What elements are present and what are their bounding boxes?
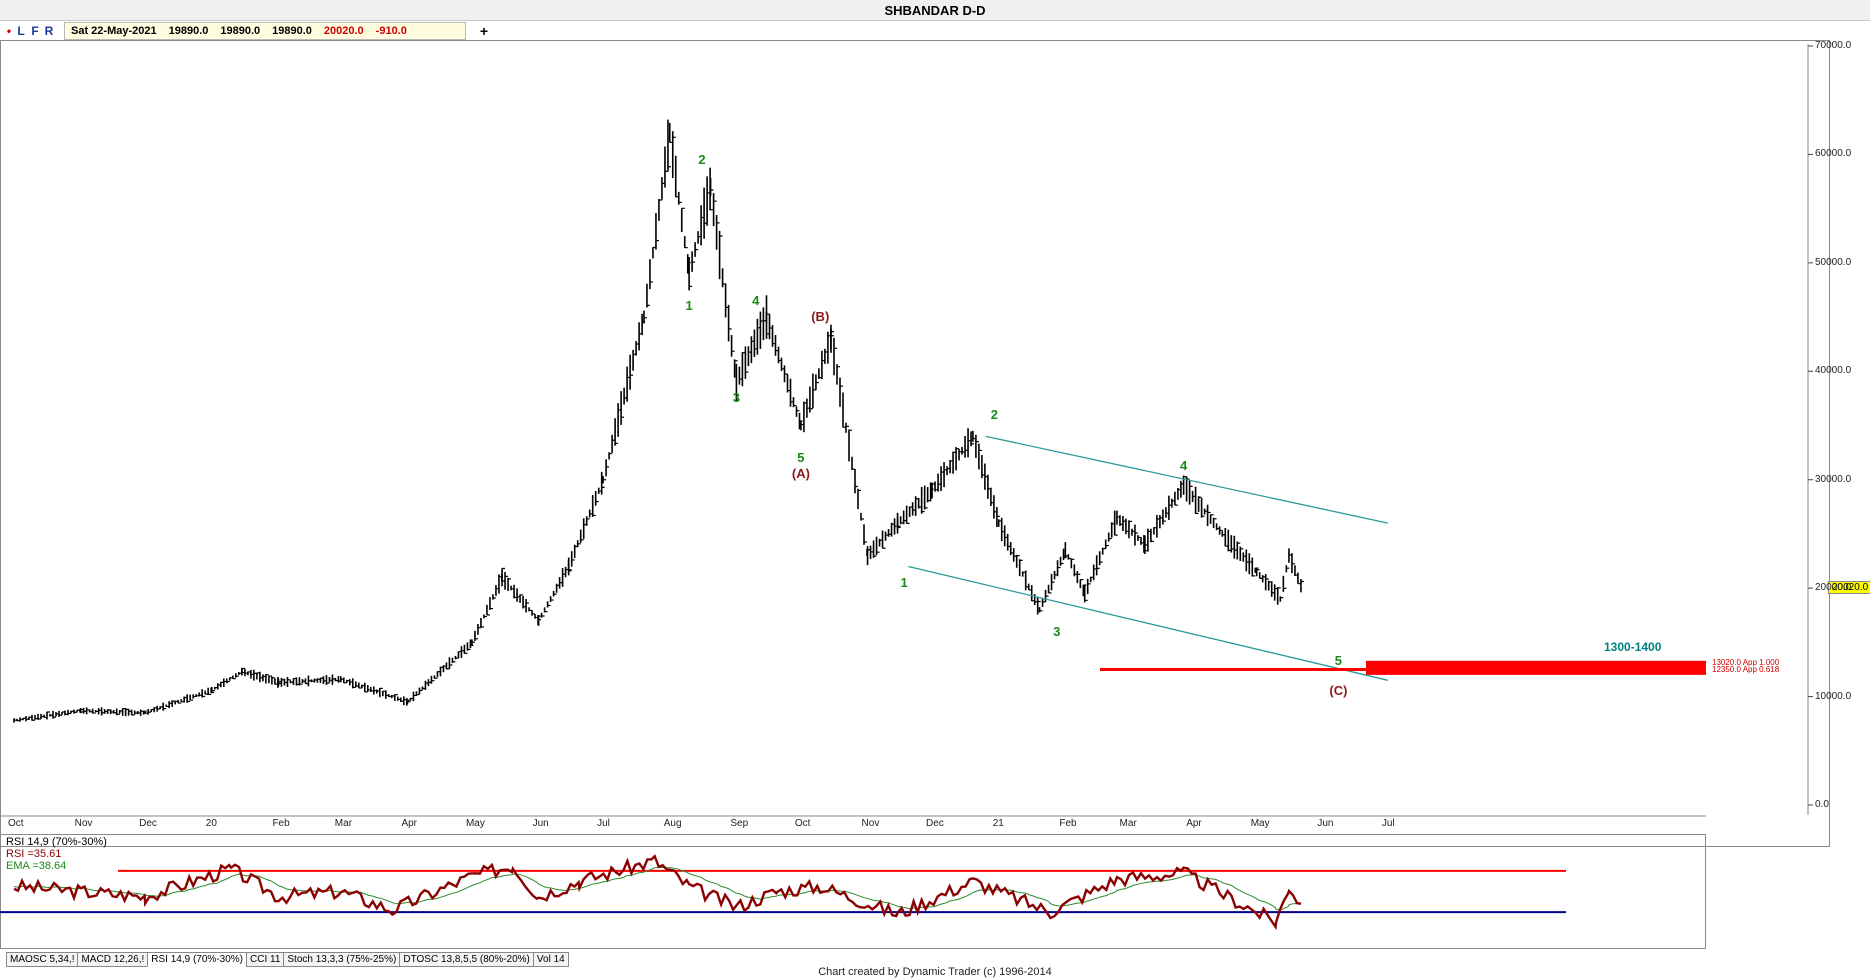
title-bar: SHBANDAR D-D xyxy=(0,0,1870,21)
bar-change: -910.0 xyxy=(375,25,407,37)
tab-rsi[interactable]: RSI 14,9 (70%-30%) xyxy=(147,952,247,967)
rsi-value-row: RSI =35.61 xyxy=(6,848,107,860)
x-tick-label: Oct xyxy=(794,818,811,829)
wave-label: 2 xyxy=(990,406,999,422)
rsi-value: 35.61 xyxy=(33,848,62,860)
indicator-tabs: MAOSC 5,34,! MACD 12,26,! RSI 14,9 (70%-… xyxy=(6,952,569,967)
x-tick-label: Jul xyxy=(1381,818,1395,829)
ema-value: 38.64 xyxy=(38,860,67,872)
tab-macd[interactable]: MACD 12,26,! xyxy=(77,952,149,967)
add-button[interactable]: + xyxy=(479,23,489,39)
wave-label: 4 xyxy=(752,292,760,308)
tab-cci[interactable]: CCI 11 xyxy=(246,952,285,967)
toolbar-button-r[interactable]: R xyxy=(44,24,54,38)
x-tick-label: Feb xyxy=(272,818,290,829)
toolbar-button-l[interactable]: L xyxy=(17,24,25,38)
bar-date: Sat 22-May-2021 xyxy=(71,25,157,37)
wave-label: 2 xyxy=(698,151,706,167)
bar-high: 19890.0 xyxy=(220,25,261,37)
ema-value-label: EMA = xyxy=(6,860,39,872)
tab-stoch[interactable]: Stoch 13,3,3 (75%-25%) xyxy=(283,952,401,967)
wave-label: 5 xyxy=(1334,652,1343,668)
x-tick-label: Feb xyxy=(1059,818,1077,829)
channel-upper-line xyxy=(985,435,1388,524)
price-bars xyxy=(13,119,1304,723)
wave-label: 1 xyxy=(685,298,693,314)
y-tick-label: 70000.0 xyxy=(1815,40,1852,51)
channel-lower-line xyxy=(908,565,1389,681)
x-tick-label: Mar xyxy=(1119,818,1137,829)
price-pane-frame xyxy=(0,40,1830,847)
wave-label: 1 xyxy=(900,574,908,590)
close-chart-icon[interactable]: • xyxy=(6,24,12,38)
x-tick-label: Mar xyxy=(334,818,353,829)
wave-label: 3 xyxy=(1053,623,1061,639)
price-chart[interactable] xyxy=(0,40,1870,850)
y-tick-label: 0.0 xyxy=(1815,799,1829,810)
y-tick-label: 60000.0 xyxy=(1815,148,1852,160)
rsi-value-label: RSI = xyxy=(6,848,34,860)
rsi-line xyxy=(13,854,1302,931)
rsi-legend: RSI 14,9 (70%-30%) RSI =35.61 EMA =38.64 xyxy=(6,836,107,872)
x-tick-label: May xyxy=(465,818,485,829)
wave-label: 3 xyxy=(732,390,741,406)
x-tick-label: Dec xyxy=(926,818,944,829)
ema-value-row: EMA =38.64 xyxy=(6,860,107,872)
x-tick-label: Jul xyxy=(597,818,610,829)
y-tick-label: 10000.0 xyxy=(1815,690,1852,702)
bar-close: 20020.0 xyxy=(323,25,364,37)
y-tick-label: 50000.0 xyxy=(1815,256,1852,268)
rsi-chart xyxy=(0,854,1566,931)
wave-label: (C) xyxy=(1329,683,1348,699)
target-line-label: 12350.0 App 0.618 xyxy=(1712,665,1780,675)
x-tick-label: Jun xyxy=(532,818,549,829)
x-tick-label: Nov xyxy=(74,818,93,829)
y-tick-label: 30000.0 xyxy=(1815,473,1852,485)
y-tick-label: 40000.0 xyxy=(1815,365,1852,377)
wave-label: 5 xyxy=(797,450,805,466)
rsi-indicator-name: RSI 14,9 (70%-30%) xyxy=(6,836,107,848)
x-tick-label: Apr xyxy=(401,818,417,829)
tab-vol[interactable]: Vol 14 xyxy=(532,952,569,967)
x-tick-label: Aug xyxy=(663,818,682,829)
wave-label: (A) xyxy=(791,466,810,482)
rsi-panel[interactable] xyxy=(0,834,1706,949)
target-zone-bar xyxy=(1366,660,1706,675)
tab-maosc[interactable]: MAOSC 5,34,! xyxy=(6,952,79,967)
target-line-label: 13020.0 App 1.000 xyxy=(1712,658,1780,668)
last-price-label: 20020.0 xyxy=(1828,581,1870,594)
tab-dtosc[interactable]: DTOSC 13,8,5,5 (80%-20%) xyxy=(399,952,534,967)
x-tick-label: Apr xyxy=(1186,818,1202,829)
toolbar-button-f[interactable]: F xyxy=(31,24,39,38)
y-tick-label: 20000.0 xyxy=(1815,582,1852,594)
x-tick-label: May xyxy=(1250,818,1270,829)
x-tick-label: 21 xyxy=(992,818,1004,829)
x-tick-label: Oct xyxy=(8,818,24,829)
bar-info-box: Sat 22-May-2021 19890.0 19890.0 19890.0 … xyxy=(64,22,466,40)
x-tick-label: 20 xyxy=(205,818,217,829)
x-tick-label: Nov xyxy=(861,818,880,829)
target-zone-label: 1300-1400 xyxy=(1604,639,1662,654)
chart-toolbar: • L F R Sat 22-May-2021 19890.0 19890.0 … xyxy=(4,22,488,40)
chart-title: SHBANDAR D-D xyxy=(884,3,986,18)
x-tick-label: Jun xyxy=(1317,818,1334,829)
x-tick-label: Dec xyxy=(139,818,157,829)
bar-low: 19890.0 xyxy=(272,25,312,37)
footer-credit: Chart created by Dynamic Trader (c) 1996… xyxy=(818,966,1052,978)
bar-open: 19890.0 xyxy=(168,25,209,37)
x-tick-label: Sep xyxy=(730,818,749,829)
wave-label: (B) xyxy=(811,309,830,325)
wave-label: 4 xyxy=(1179,457,1188,473)
